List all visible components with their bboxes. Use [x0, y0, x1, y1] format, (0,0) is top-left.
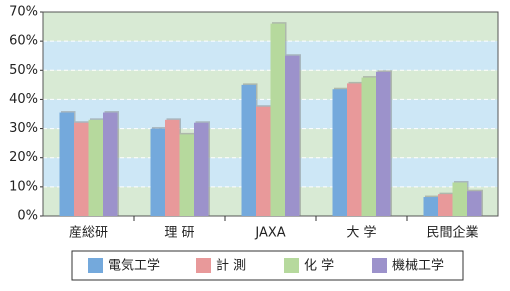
bar: [285, 55, 300, 216]
bar: [347, 83, 362, 217]
y-tick-label: 20%: [9, 150, 38, 165]
y-tick-label: 10%: [9, 179, 38, 194]
bar: [438, 194, 453, 216]
y-tick-label: 60%: [9, 34, 38, 49]
bar: [150, 128, 165, 216]
bar: [376, 71, 391, 216]
bar: [59, 112, 74, 216]
bar: [74, 122, 89, 216]
legend-label: 化 学: [304, 258, 334, 274]
bar: [452, 182, 467, 216]
legend-label: 機械工学: [392, 258, 444, 274]
x-tick-label: 産総研: [69, 225, 108, 241]
x-tick-label: 理 研: [164, 226, 194, 241]
legend-box: [71, 250, 464, 281]
x-tick-label: 民間企業: [426, 225, 478, 241]
x-tick-label: JAXA: [254, 226, 285, 241]
bar: [467, 191, 482, 216]
bar: [103, 112, 118, 216]
y-tick-label: 0%: [17, 209, 38, 224]
bar: [423, 197, 438, 216]
x-tick-label: 大 学: [346, 225, 376, 241]
bar: [361, 77, 376, 216]
bar: [165, 119, 180, 216]
bar: [332, 89, 347, 216]
bar: [194, 122, 209, 216]
bar: [179, 134, 194, 216]
bar: [270, 23, 285, 217]
y-tick-label: 40%: [9, 92, 38, 107]
bar: [88, 119, 103, 216]
legend-label: 計 測: [216, 258, 246, 274]
y-tick-label: 70%: [9, 5, 38, 20]
legend-swatch: [196, 258, 211, 273]
legend-swatch: [88, 258, 103, 273]
legend-swatch: [372, 258, 387, 273]
legend-swatch: [284, 258, 299, 273]
bar: [256, 106, 271, 216]
y-tick-label: 30%: [9, 121, 38, 136]
y-tick-label: 50%: [9, 63, 38, 78]
bar: [241, 84, 256, 216]
legend-label: 電気工学: [108, 258, 160, 274]
